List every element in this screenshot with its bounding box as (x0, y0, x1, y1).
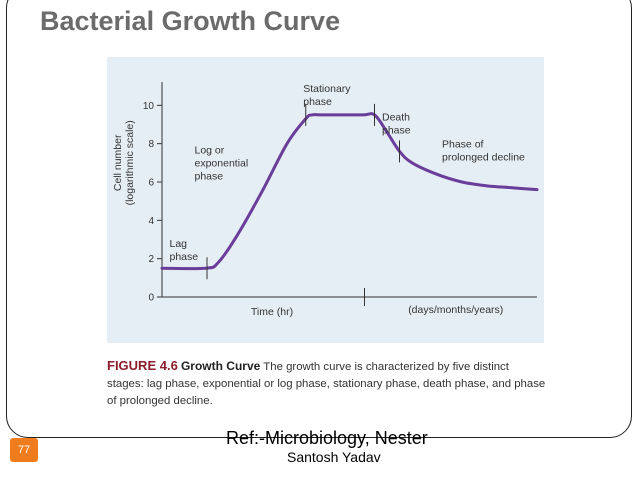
phase-label-line: phase (170, 251, 199, 263)
phase-label-line: phase (303, 96, 332, 108)
phase-label: Stationary phase (303, 83, 351, 108)
caption-heading: Growth Curve (180, 359, 261, 373)
y-tick-label: 10 (143, 101, 155, 112)
phase-label-line: exponential (195, 157, 249, 169)
x-axis-label: Time (hr) (251, 306, 293, 318)
phase-label-line: phase (382, 125, 411, 137)
figure-caption: FIGURE 4.6 Growth Curve The growth curve… (107, 357, 547, 410)
y-tick-label: 8 (148, 139, 154, 150)
y-tick-label: 4 (148, 216, 154, 227)
page-number-badge: 77 (10, 438, 38, 462)
y-axis-label: Cell number (112, 134, 124, 191)
phase-label: Lag phase (170, 238, 199, 263)
reference-text: Ref:-Microbiology, Nester (226, 428, 428, 448)
y-tick-label: 2 (148, 254, 154, 265)
y-tick-label: 0 (148, 293, 154, 304)
slide-title: Bacterial Growth Curve (40, 6, 341, 36)
caption-text: The growth curve is characterized by fiv… (107, 361, 546, 407)
growth-curve-line (160, 112, 539, 271)
growth-curve-chart: 0 2 4 6 8 10 Cell number (logarithmic scale) Tim… (112, 82, 539, 318)
phase-label-line: phase (195, 170, 224, 182)
y-tick-label: 6 (148, 178, 154, 189)
figure-panel (107, 57, 544, 343)
x-axis-label-secondary: (days/months/years) (408, 304, 503, 316)
phase-label-line: prolonged decline (442, 152, 525, 164)
phase-label-line: Stationary (303, 83, 351, 95)
phase-label-line: Phase of (442, 139, 484, 151)
phase-label: Death phase (382, 112, 411, 137)
author-name: Santosh Yadav (287, 449, 381, 465)
phase-label-line: Lag (170, 238, 188, 250)
caption-figure-id: FIGURE 4.6 (107, 358, 178, 373)
phase-label-line: Log or (195, 144, 225, 156)
y-axis-label-scale: (logarithmic scale) (124, 120, 136, 205)
phase-label-line: Death (382, 112, 410, 124)
phase-label: Log or exponential phase (195, 144, 249, 182)
phase-label: Phase of prolonged decline (442, 139, 525, 164)
